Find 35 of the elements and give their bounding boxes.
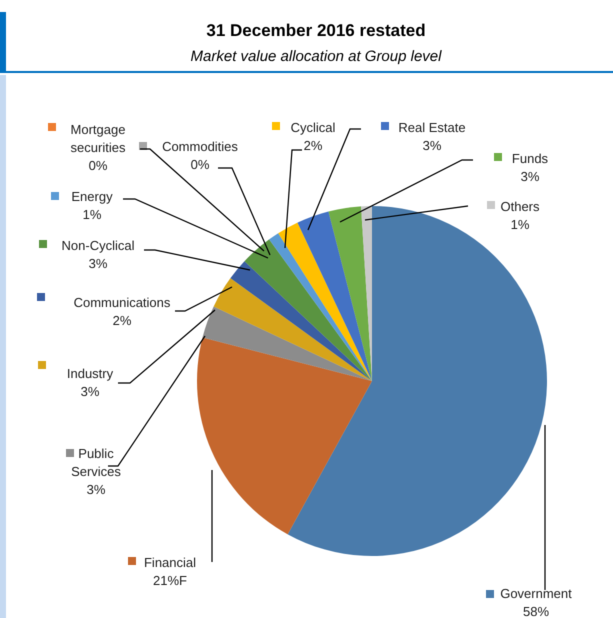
pie-slice [244, 239, 372, 381]
legend-label: Government [500, 586, 572, 601]
pie-slice [202, 306, 372, 381]
legend-label: Others [500, 199, 540, 214]
data-label: 3% [80, 384, 100, 399]
legend-label: Mortgage securities [70, 122, 126, 155]
legend-label: Real Estate [398, 120, 466, 135]
data-label: 3% [88, 256, 108, 271]
data-label: 21%F [153, 573, 188, 588]
pie-slice [328, 206, 372, 381]
legend-label: Industry [66, 366, 114, 381]
chart-subtitle: Market value allocation at Group level [190, 48, 442, 65]
text: 0% [190, 157, 210, 172]
legend-label: Funds [512, 151, 549, 166]
data-label: 1% [510, 217, 530, 232]
data-label: 3% [422, 138, 442, 153]
legend-label: Cyclical [290, 120, 336, 135]
text: 0% [88, 158, 108, 173]
pie-slice [297, 212, 372, 381]
data-label: 3% [520, 169, 540, 184]
data-label: 2% [112, 313, 132, 328]
data-label: 58% [522, 604, 550, 618]
legend-label: Financial [144, 555, 196, 570]
data-label: 3% [86, 482, 106, 497]
legend-label: Commodities [162, 139, 238, 154]
legend-label: Energy [71, 189, 114, 204]
pie-slice [230, 261, 372, 381]
legend-label: Non-Cyclical [62, 238, 135, 253]
data-label: 1% [82, 207, 102, 222]
data-label: 2% [304, 138, 323, 153]
legend-label: Communications [74, 295, 171, 310]
pie-slice [197, 337, 372, 534]
chart-title: 31 December 2016 restated [206, 21, 426, 40]
legend-label: Public Services [71, 446, 122, 479]
pie-slice [214, 278, 372, 381]
